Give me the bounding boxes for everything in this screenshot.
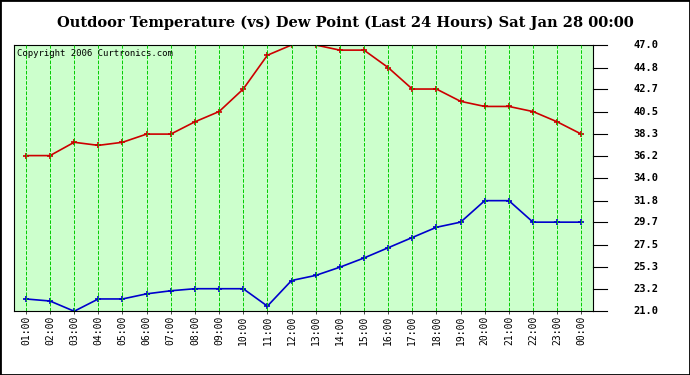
Text: 23.2: 23.2 [633,284,659,294]
Text: 40.5: 40.5 [633,106,659,117]
Text: 29.7: 29.7 [633,217,659,227]
Text: 25.3: 25.3 [633,262,659,272]
Text: 38.3: 38.3 [633,129,659,139]
Text: 27.5: 27.5 [633,240,659,250]
Text: 47.0: 47.0 [633,40,659,50]
Text: 42.7: 42.7 [633,84,659,94]
Text: 36.2: 36.2 [633,151,659,160]
Text: 34.0: 34.0 [633,173,659,183]
Text: 44.8: 44.8 [633,63,659,72]
Text: Outdoor Temperature (vs) Dew Point (Last 24 Hours) Sat Jan 28 00:00: Outdoor Temperature (vs) Dew Point (Last… [57,15,633,30]
Text: 31.8: 31.8 [633,196,659,206]
Text: Copyright 2006 Curtronics.com: Copyright 2006 Curtronics.com [17,49,172,58]
Text: 21.0: 21.0 [633,306,659,316]
